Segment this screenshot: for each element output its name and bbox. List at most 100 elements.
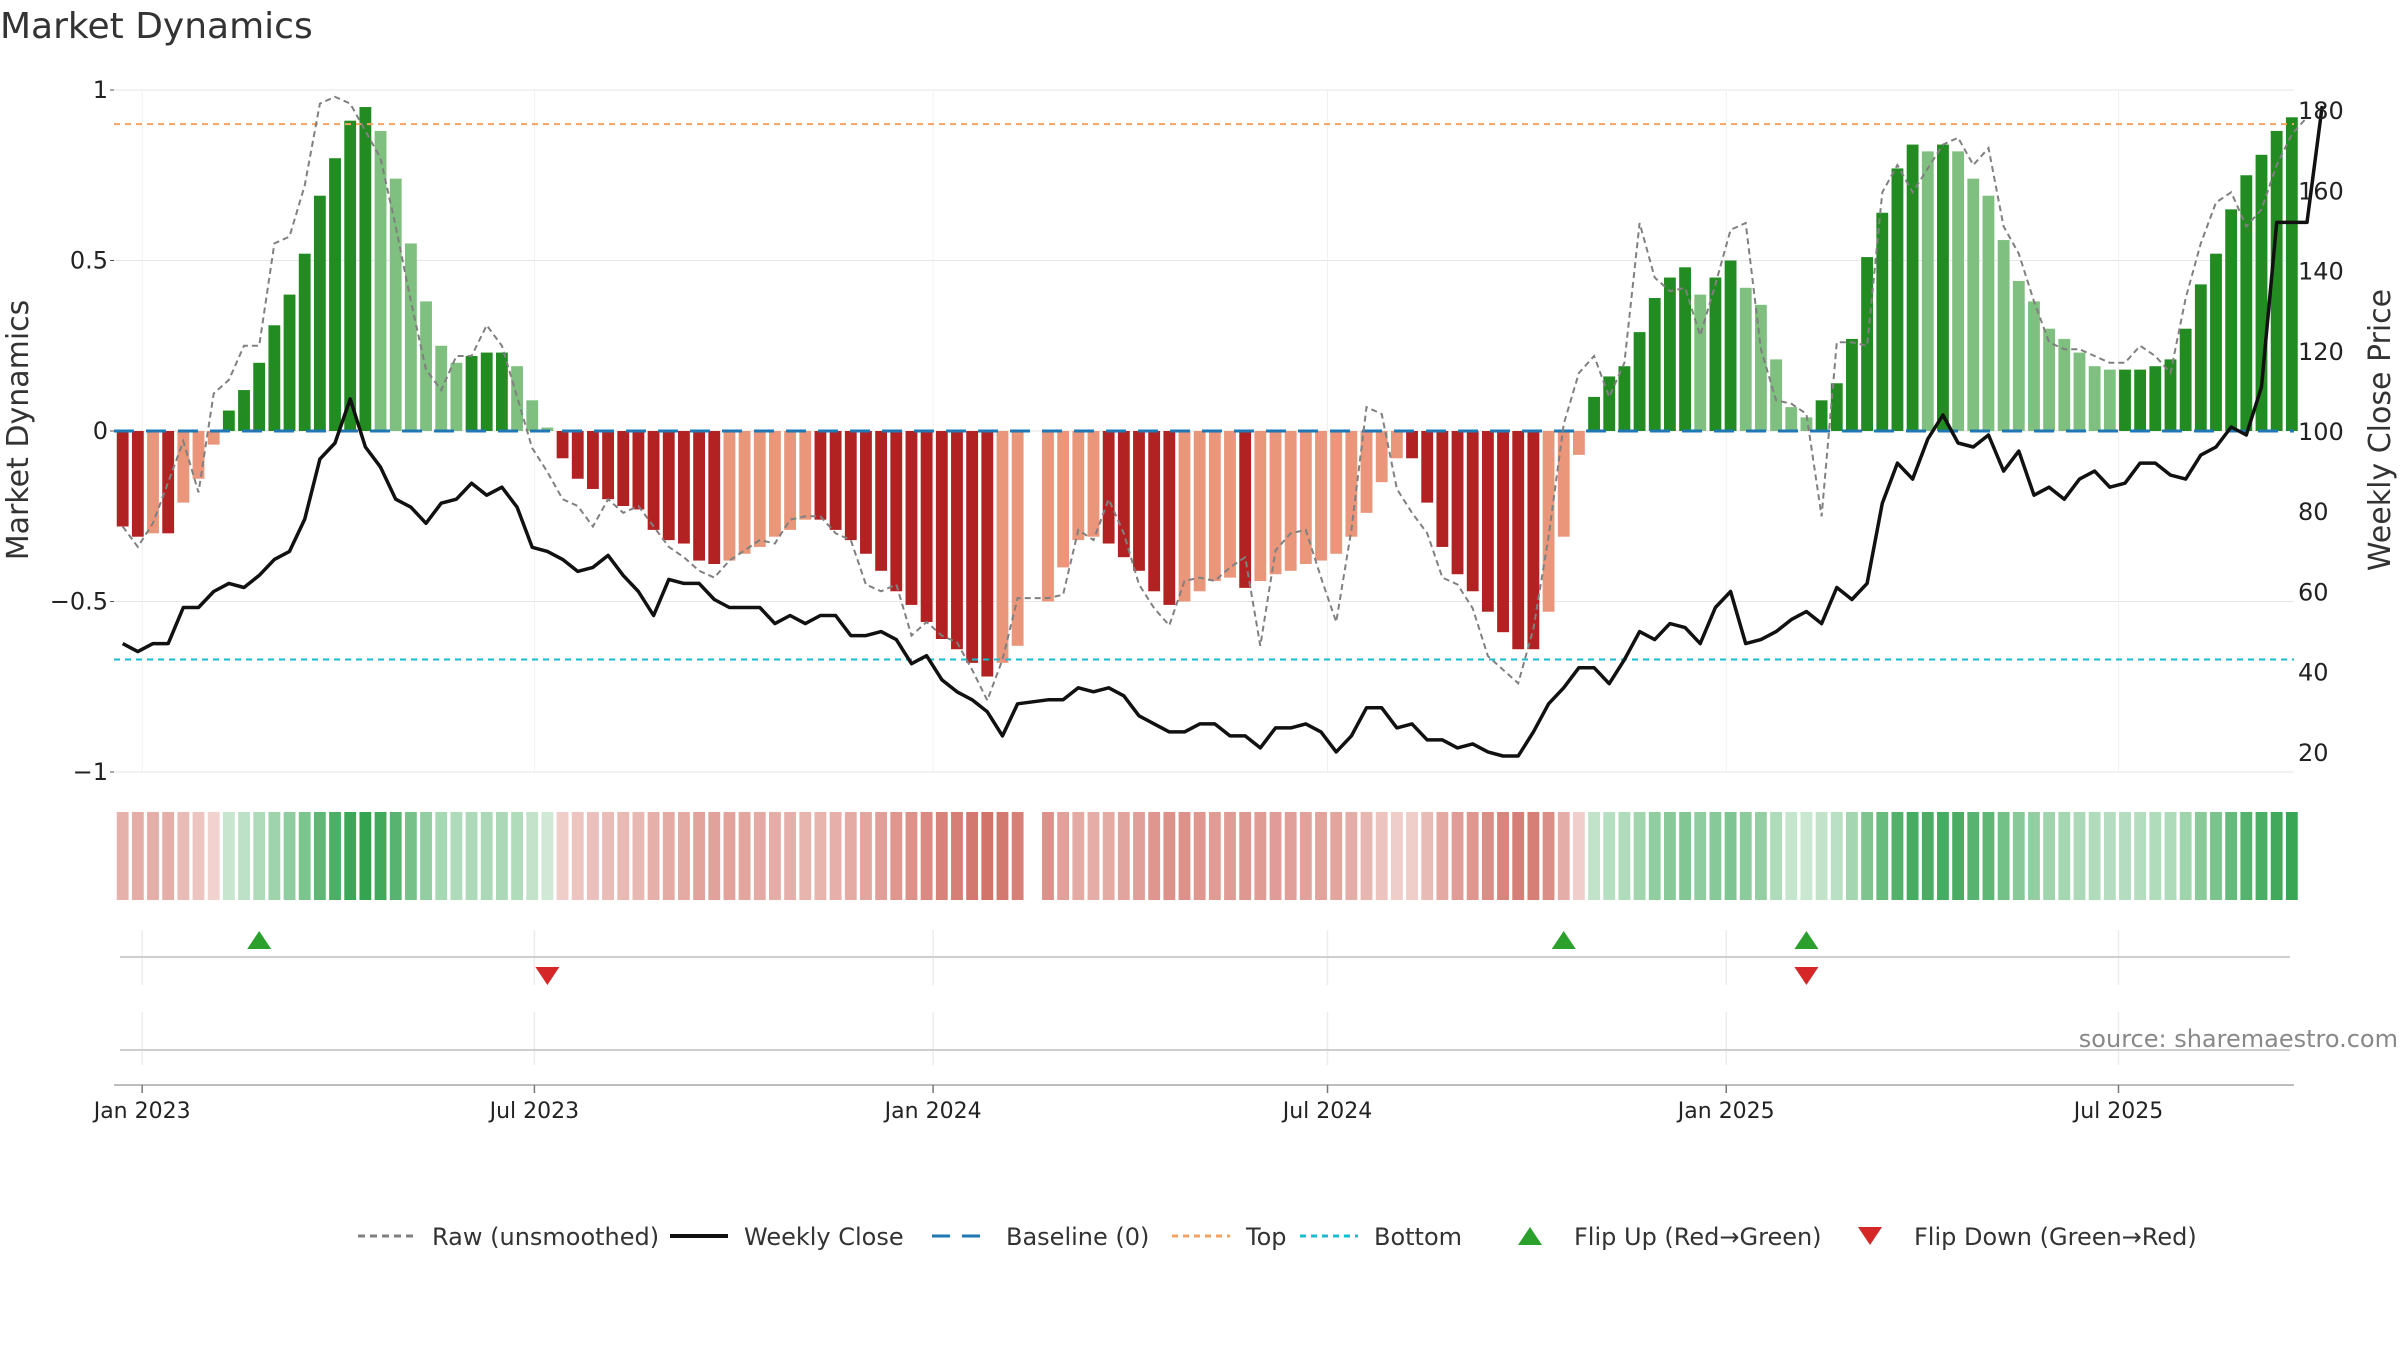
bar-40	[723, 431, 736, 561]
bar-73	[1239, 431, 1252, 588]
bar-18	[389, 178, 402, 431]
heat-cell-43	[769, 812, 781, 900]
bar-121	[1967, 178, 1980, 431]
heat-cell-120	[1952, 812, 1965, 900]
legend-swatch-6	[1858, 1227, 1882, 1245]
heat-cell-97	[1603, 812, 1616, 900]
bar-120	[1952, 151, 1965, 431]
flip-up-marker-2	[1794, 931, 1819, 949]
x-tick-label-2: Jan 2024	[883, 1099, 982, 1124]
bar-87	[1451, 431, 1464, 575]
heat-cell-15	[344, 812, 357, 900]
bar-101	[1663, 277, 1676, 431]
heat-cell-52	[905, 812, 918, 900]
heat-cell-117	[1906, 812, 1919, 900]
bar-83	[1390, 431, 1403, 459]
heat-cell-74	[1254, 812, 1267, 900]
bar-44	[784, 431, 797, 530]
legend-label-6: Flip Down (Green→Red)	[1914, 1223, 2197, 1251]
bar-92	[1527, 431, 1540, 650]
heat-cell-59	[1011, 812, 1024, 900]
heat-cell-57	[981, 812, 994, 900]
heat-cell-46	[814, 812, 827, 900]
bar-36	[662, 431, 675, 541]
heat-cell-36	[662, 812, 675, 900]
heat-cell-3	[162, 812, 175, 900]
heat-cell-127	[2058, 812, 2071, 900]
flip-down-marker-1	[1794, 967, 1819, 985]
bar-23	[465, 355, 478, 431]
heat-cell-129	[2088, 812, 2101, 900]
heat-cell-80	[1345, 812, 1358, 900]
heat-cell-86	[1436, 812, 1449, 900]
heat-cell-54	[935, 812, 948, 900]
heat-cell-24	[480, 812, 493, 900]
bar-95	[1572, 431, 1585, 455]
bar-117	[1906, 144, 1919, 431]
bar-135	[2179, 328, 2192, 431]
bar-42	[753, 431, 766, 547]
y-axis-title: Market Dynamics	[1, 300, 36, 561]
heat-cell-33	[617, 812, 630, 900]
heat-cell-0	[116, 812, 129, 900]
heat-cell-108	[1770, 812, 1783, 900]
bar-109	[1785, 407, 1798, 431]
heat-cell-123	[1997, 812, 2010, 900]
bar-111	[1815, 400, 1828, 431]
heat-cell-142	[2285, 812, 2298, 900]
heat-cell-131	[2119, 812, 2131, 900]
bar-56	[966, 431, 979, 663]
heat-cell-9	[253, 812, 266, 900]
bar-24	[480, 352, 493, 431]
x-tick-label-4: Jan 2025	[1676, 1099, 1775, 1124]
bar-104	[1709, 277, 1722, 431]
bar-88	[1466, 431, 1479, 592]
heat-cell-40	[723, 812, 736, 900]
heat-cell-132	[2134, 812, 2147, 900]
heat-cell-84	[1406, 812, 1418, 900]
bar-137	[2210, 253, 2222, 431]
heat-cell-119	[1937, 812, 1949, 900]
bar-131	[2119, 369, 2131, 431]
heat-cell-67	[1148, 812, 1161, 900]
heat-cell-90	[1497, 812, 1509, 900]
bar-60	[1042, 431, 1054, 602]
bar-134	[2164, 359, 2177, 431]
bar-26	[511, 366, 523, 431]
heat-cell-77	[1299, 812, 1312, 900]
bar-119	[1937, 144, 1949, 431]
heat-cell-26	[511, 812, 523, 900]
heat-cell-38	[693, 812, 706, 900]
heat-cell-109	[1785, 812, 1798, 900]
heat-cell-105	[1724, 812, 1737, 900]
heat-cell-7	[222, 812, 235, 900]
bar-85	[1421, 431, 1434, 503]
heat-cell-96	[1588, 812, 1600, 900]
bar-15	[344, 120, 357, 431]
heat-cell-99	[1633, 812, 1646, 900]
bar-140	[2255, 154, 2268, 432]
heat-cell-58	[996, 812, 1009, 900]
heat-cell-126	[2043, 812, 2056, 900]
y-tick-label-1: 0.5	[70, 247, 108, 275]
bar-130	[2103, 369, 2116, 431]
heat-cell-98	[1618, 812, 1631, 900]
bar-2	[147, 431, 159, 534]
heat-cell-62	[1072, 812, 1085, 900]
y-tick-label-0: 1	[93, 76, 108, 104]
y2-tick-label-2: 60	[2298, 578, 2329, 606]
heat-cell-95	[1572, 812, 1585, 900]
y2-tick-label-1: 40	[2298, 659, 2329, 687]
bar-77	[1299, 431, 1312, 564]
bar-76	[1284, 431, 1297, 571]
bar-70	[1193, 431, 1206, 592]
heat-cell-138	[2225, 812, 2238, 900]
bar-115	[1876, 212, 1889, 431]
legend-label-1: Weekly Close	[744, 1223, 904, 1251]
y2-tick-label-6: 140	[2298, 258, 2344, 286]
bar-50	[875, 431, 888, 571]
heat-cell-87	[1451, 812, 1464, 900]
bar-93	[1542, 431, 1555, 612]
heat-cell-137	[2210, 812, 2222, 900]
heat-cell-4	[177, 812, 190, 900]
